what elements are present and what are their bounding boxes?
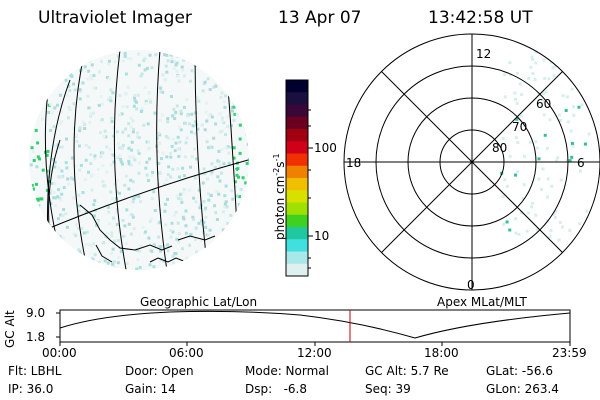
colorbar-segment — [286, 263, 308, 277]
colorbar-segment — [286, 116, 308, 130]
geographic-label: Geographic Lat/Lon — [140, 295, 258, 309]
mlt-label-0: 0 — [467, 278, 475, 292]
glat-value: GLat: -56.6 — [486, 364, 553, 378]
altitude-plot — [56, 309, 571, 346]
polar-plot — [343, 33, 600, 291]
colorbar-segment — [286, 251, 308, 265]
colorbar-segment — [286, 178, 308, 191]
apex-label: Apex MLat/MLT — [437, 295, 527, 309]
earth-disk-image — [29, 50, 249, 270]
y-axis-label: GC Alt — [3, 310, 17, 348]
colorbar-segment — [286, 165, 308, 179]
colorbar-unit-label: photon cm-2s-1 — [272, 153, 287, 240]
x-tick-2359: 23:59 — [552, 346, 587, 360]
mlt-label-18: 18 — [346, 156, 362, 170]
colorbar-segment — [286, 104, 308, 118]
colorbar-segment — [286, 227, 308, 240]
colorbar-segment — [286, 80, 308, 93]
gc-alt-value: GC Alt: 5.7 Re — [365, 364, 449, 378]
colorbar-segment — [286, 153, 308, 167]
colorbar-segment — [286, 141, 308, 154]
dsp-value: Dsp: -6.8 — [245, 382, 308, 396]
colorbar-segment — [286, 190, 308, 203]
filter-value: Flt: LBHL — [8, 364, 62, 378]
time-label: 13:42:58 UT — [428, 8, 533, 28]
colorbar-tick-100: 100 — [314, 141, 337, 155]
glon-value: GLon: 263.4 — [486, 382, 559, 396]
date-label: 13 Apr 07 — [278, 8, 362, 28]
mlt-label-6: 6 — [577, 156, 585, 170]
gain-value: Gain: 14 — [125, 382, 176, 396]
mode-value: Mode: Normal — [245, 364, 329, 378]
colorbar-segment — [286, 239, 308, 252]
x-tick-1800: 18:00 — [424, 346, 459, 360]
x-tick-0000: 00:00 — [42, 346, 77, 360]
mlat-label-60: 60 — [536, 97, 552, 111]
mlat-label-80: 80 — [492, 141, 508, 155]
x-tick-1200: 12:00 — [297, 346, 332, 360]
colorbar — [285, 79, 313, 277]
seq-value: Seq: 39 — [365, 382, 411, 396]
x-tick-0600: 06:00 — [169, 346, 204, 360]
colorbar-segment — [286, 202, 308, 216]
ip-value: IP: 36.0 — [8, 382, 54, 396]
y-tick-1-8: 1.8 — [26, 330, 46, 344]
mlt-label-12: 12 — [476, 47, 492, 61]
colorbar-segment — [286, 92, 308, 105]
instrument-title: Ultraviolet Imager — [38, 8, 192, 28]
colorbar-tick-10: 10 — [314, 229, 330, 243]
door-value: Door: Open — [125, 364, 194, 378]
mlat-label-70: 70 — [512, 120, 528, 134]
colorbar-segment — [286, 129, 308, 142]
colorbar-segment — [286, 214, 308, 228]
y-tick-9: 9.0 — [26, 306, 46, 320]
